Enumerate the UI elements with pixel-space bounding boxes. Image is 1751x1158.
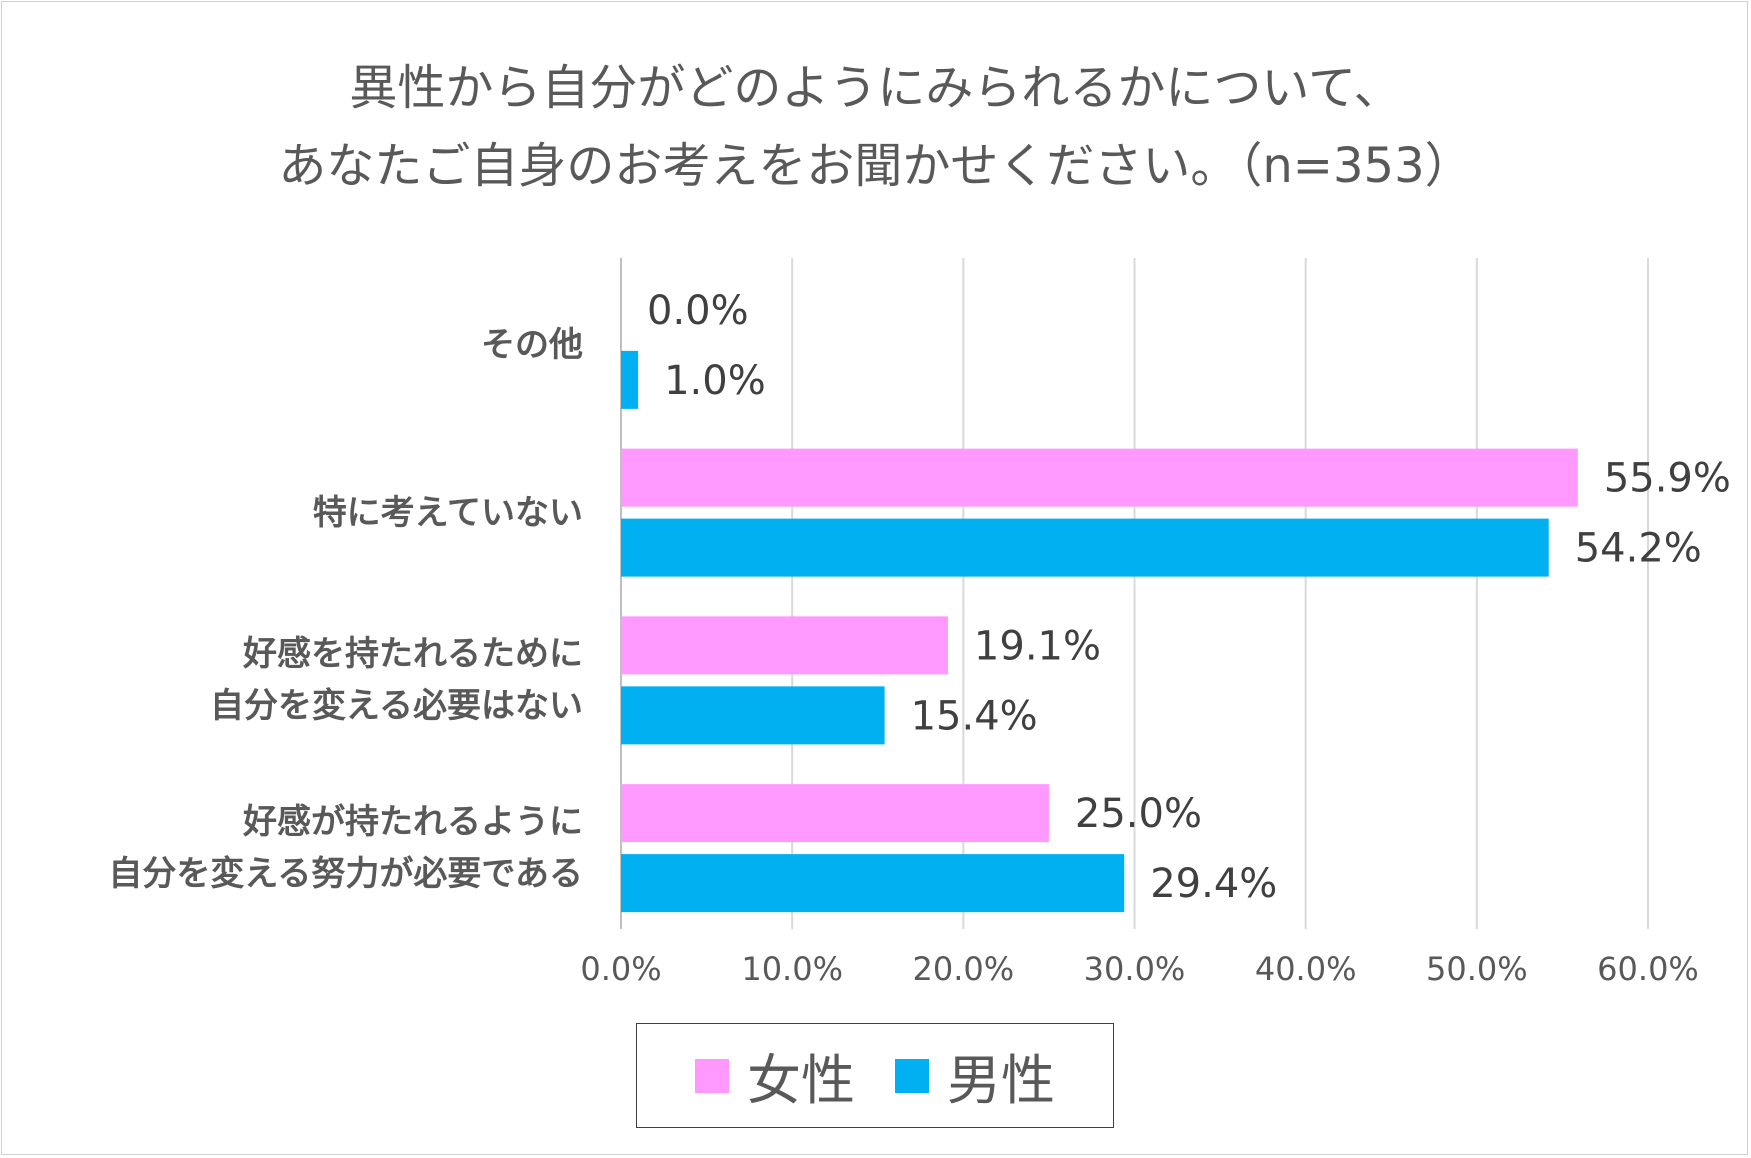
category-label-line: 自分を変える努力が必要である [108, 854, 583, 895]
bar-male [621, 518, 1549, 577]
x-tick-label: 20.0% [913, 950, 1015, 988]
legend-item-male: 男性 [895, 1036, 1055, 1115]
data-label-female: 55.9% [1604, 456, 1731, 502]
data-label-male: 54.2% [1575, 526, 1702, 572]
legend-label-male: 男性 [947, 1049, 1055, 1112]
bar-female [621, 448, 1578, 507]
bar-male [621, 854, 1125, 913]
legend-swatch-male [895, 1058, 929, 1093]
category-label-line: 好感が持たれるように [243, 802, 583, 843]
legend: 女性 男性 [636, 1023, 1114, 1128]
x-tick-label: 60.0% [1597, 950, 1699, 988]
bar-female [621, 784, 1049, 843]
legend-item-female: 女性 [695, 1036, 855, 1115]
data-label-male: 15.4% [911, 693, 1038, 739]
x-tick-label: 40.0% [1255, 950, 1357, 988]
bar-male [621, 350, 639, 409]
category-label: 好感を持たれるために自分を変える必要はない [210, 628, 583, 732]
category-label-line: 自分を変える必要はない [210, 686, 583, 727]
data-label-female: 0.0% [647, 288, 749, 334]
category-label: その他 [481, 319, 583, 371]
bar-female [621, 616, 948, 675]
chart-title-line2: あなたご自身のお考えをお聞かせください。（n=353） [278, 138, 1473, 194]
category-label: 特に考えていない [313, 487, 583, 539]
category-label: 好感が持たれるように自分を変える努力が必要である [108, 796, 583, 900]
category-label-line: その他 [481, 324, 583, 365]
x-tick-label: 50.0% [1426, 950, 1528, 988]
data-label-female: 25.0% [1075, 791, 1202, 837]
x-tick-label: 30.0% [1084, 950, 1186, 988]
data-label-male: 29.4% [1150, 861, 1277, 907]
x-tick-label: 0.0% [580, 950, 661, 988]
data-label-female: 19.1% [974, 623, 1101, 669]
legend-label-female: 女性 [747, 1049, 855, 1112]
category-label-line: 好感を持たれるために [243, 634, 583, 675]
legend-swatch-female [695, 1058, 729, 1093]
bar-male [621, 686, 885, 745]
chart-title-line1: 異性から自分がどのようにみられるかについて、 [349, 60, 1402, 116]
data-label-male: 1.0% [664, 358, 766, 404]
category-label-line: 特に考えていない [312, 492, 583, 533]
x-tick-label: 10.0% [741, 950, 843, 988]
